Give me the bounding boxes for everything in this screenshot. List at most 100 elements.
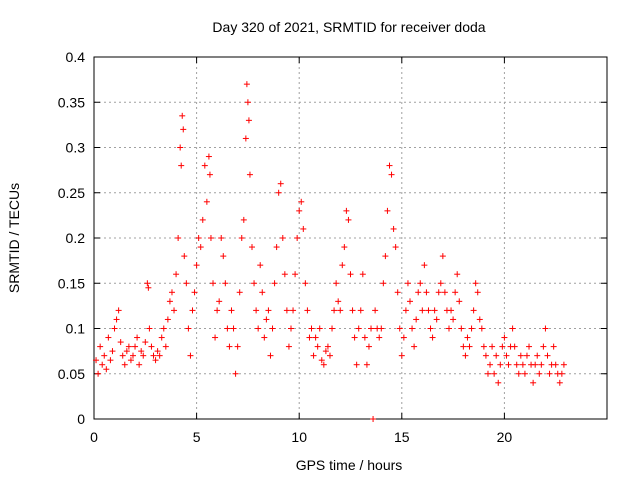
data-point (320, 361, 327, 368)
data-point (409, 325, 416, 332)
data-point (111, 325, 118, 332)
y-tick-label: 0.4 (66, 49, 86, 65)
data-point (460, 343, 467, 350)
data-point (132, 343, 139, 350)
data-point (273, 244, 280, 251)
data-point (509, 325, 516, 332)
data-point (363, 361, 370, 368)
data-point (552, 361, 559, 368)
data-point (201, 162, 208, 169)
data-point (171, 307, 178, 314)
data-point (109, 348, 116, 355)
data-point (306, 334, 313, 341)
data-point (445, 325, 452, 332)
x-tick-label: 10 (291, 429, 307, 445)
data-point (183, 280, 190, 287)
data-point (251, 280, 258, 287)
data-point (450, 316, 457, 323)
data-point (218, 235, 225, 241)
data-point (355, 325, 362, 332)
data-point (464, 334, 471, 341)
data-point (314, 343, 321, 350)
data-point (326, 352, 333, 359)
data-point (454, 271, 461, 278)
data-point (199, 216, 206, 223)
data-point (359, 271, 366, 278)
data-point (495, 379, 502, 386)
data-point (179, 112, 186, 119)
data-point (349, 307, 356, 314)
data-point (493, 352, 500, 359)
data-point (468, 325, 475, 332)
data-point (357, 307, 364, 314)
data-point (407, 298, 414, 305)
data-point (402, 307, 409, 314)
data-point (292, 271, 299, 278)
data-point (257, 262, 264, 269)
data-point (191, 289, 198, 296)
data-point (404, 280, 411, 287)
data-point (238, 235, 245, 241)
data-point (491, 370, 498, 377)
y-tick-label: 0.3 (66, 140, 86, 156)
data-point (269, 325, 276, 332)
data-point (285, 343, 292, 350)
data-point (546, 370, 553, 377)
data-point (234, 343, 241, 350)
data-point (107, 357, 114, 364)
data-point (482, 352, 489, 359)
data-point (347, 271, 354, 278)
data-point (197, 244, 204, 251)
data-point (415, 289, 422, 296)
data-point (452, 289, 459, 296)
data-point (419, 307, 426, 314)
y-tick-label: 0.35 (58, 94, 85, 110)
data-point (246, 171, 253, 178)
data-point (206, 171, 213, 178)
data-point (417, 280, 424, 287)
data-point (517, 352, 524, 359)
data-point (560, 361, 567, 368)
data-point (558, 370, 565, 377)
data-point (265, 307, 272, 314)
data-point (140, 352, 147, 359)
data-point (316, 325, 323, 332)
data-point (283, 307, 290, 314)
data-point (439, 253, 446, 260)
data-point (261, 334, 268, 341)
chart-title: Day 320 of 2021, SRMTID for receiver dod… (212, 19, 485, 35)
data-point (370, 416, 377, 422)
data-point (515, 370, 522, 377)
data-point (382, 253, 389, 260)
data-point (95, 370, 102, 377)
data-point (232, 370, 239, 377)
data-point (503, 352, 510, 359)
data-point (279, 235, 286, 241)
data-point (376, 334, 383, 341)
data-point (384, 207, 391, 214)
data-point (530, 379, 537, 386)
y-tick-label: 0.2 (66, 230, 86, 246)
data-point (526, 343, 533, 350)
data-point (351, 334, 358, 341)
data-point (212, 334, 219, 341)
data-point (505, 361, 512, 368)
data-point (353, 361, 360, 368)
data-point (427, 325, 434, 332)
data-point (99, 361, 106, 368)
data-point (259, 289, 266, 296)
data-point (302, 280, 309, 287)
data-point (226, 343, 233, 350)
data-point (394, 289, 401, 296)
data-point (556, 379, 563, 386)
data-point (187, 352, 194, 359)
x-tick-label: 15 (394, 429, 410, 445)
data-point (499, 343, 506, 350)
data-point (249, 244, 256, 251)
data-point (478, 325, 485, 332)
data-point (230, 325, 237, 332)
data-point (263, 316, 270, 323)
data-point (425, 307, 432, 314)
data-point (312, 334, 319, 341)
data-point (304, 307, 311, 314)
